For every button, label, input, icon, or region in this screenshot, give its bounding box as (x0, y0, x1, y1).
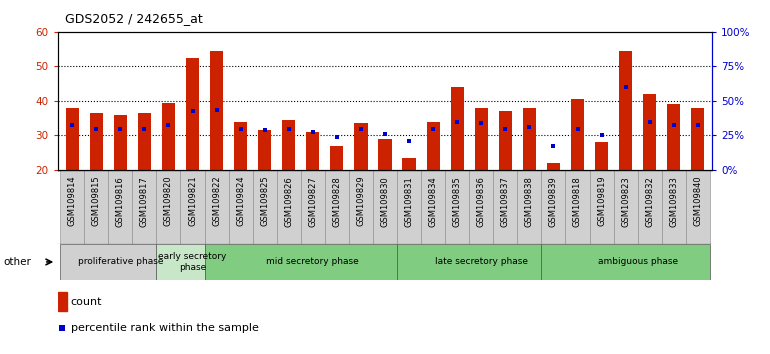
Bar (541, 170, 565, 244)
Bar (523, 108, 536, 170)
Text: GSM109838: GSM109838 (525, 176, 534, 227)
Text: GSM109816: GSM109816 (116, 176, 125, 227)
Bar (686, 170, 710, 244)
Text: GSM109819: GSM109819 (597, 176, 606, 227)
Text: GSM109835: GSM109835 (453, 176, 462, 227)
Text: GSM109834: GSM109834 (429, 176, 437, 227)
Text: mid secretory phase: mid secretory phase (266, 257, 359, 267)
Text: GSM109818: GSM109818 (573, 176, 582, 227)
Bar (156, 244, 205, 280)
Bar (474, 108, 488, 170)
Bar (301, 170, 325, 244)
Bar (378, 139, 392, 170)
Text: GSM109824: GSM109824 (236, 176, 245, 227)
Text: GSM109839: GSM109839 (549, 176, 558, 227)
Bar (427, 122, 440, 170)
Text: count: count (71, 297, 102, 307)
Text: proliferative phase: proliferative phase (78, 257, 163, 267)
Bar (253, 170, 276, 244)
Bar (325, 170, 349, 244)
Bar (638, 170, 661, 244)
Bar (276, 170, 301, 244)
Bar (132, 170, 156, 244)
Bar (661, 170, 686, 244)
Bar (571, 99, 584, 170)
Bar (614, 170, 638, 244)
Text: GSM109829: GSM109829 (357, 176, 366, 227)
Text: GSM109828: GSM109828 (333, 176, 341, 227)
Bar (421, 170, 445, 244)
Text: GDS2052 / 242655_at: GDS2052 / 242655_at (65, 12, 203, 25)
Text: GSM109826: GSM109826 (284, 176, 293, 227)
Text: percentile rank within the sample: percentile rank within the sample (71, 323, 259, 333)
Bar (354, 123, 367, 170)
Bar (65, 108, 79, 170)
Bar (517, 170, 541, 244)
Text: late secretory phase: late secretory phase (435, 257, 527, 267)
Bar (282, 120, 296, 170)
Text: GSM109832: GSM109832 (645, 176, 654, 227)
Bar (234, 122, 247, 170)
Text: GSM109836: GSM109836 (477, 176, 486, 227)
Text: GSM109822: GSM109822 (212, 176, 221, 227)
Bar (114, 115, 127, 170)
Bar (205, 244, 397, 280)
Bar (180, 170, 205, 244)
Text: GSM109837: GSM109837 (500, 176, 510, 227)
Bar (619, 51, 632, 170)
Bar (59, 292, 66, 311)
Text: GSM109820: GSM109820 (164, 176, 173, 227)
Bar (229, 170, 253, 244)
Bar (397, 244, 541, 280)
Bar (186, 58, 199, 170)
Bar (109, 170, 132, 244)
Bar (499, 111, 512, 170)
Text: GSM109817: GSM109817 (140, 176, 149, 227)
Text: early secretory
phase: early secretory phase (159, 252, 226, 272)
Text: GSM109833: GSM109833 (669, 176, 678, 227)
Bar (469, 170, 494, 244)
Bar (258, 130, 271, 170)
Bar (373, 170, 397, 244)
Bar (156, 170, 180, 244)
Bar (205, 170, 229, 244)
Text: ambiguous phase: ambiguous phase (598, 257, 678, 267)
Bar (565, 170, 590, 244)
Bar (403, 158, 416, 170)
Text: GSM109840: GSM109840 (693, 176, 702, 227)
Text: GSM109823: GSM109823 (621, 176, 630, 227)
Bar (60, 244, 156, 280)
Text: GSM109825: GSM109825 (260, 176, 269, 227)
Bar (494, 170, 517, 244)
Bar (445, 170, 469, 244)
Text: other: other (4, 257, 32, 267)
Text: GSM109814: GSM109814 (68, 176, 77, 227)
Text: GSM109827: GSM109827 (308, 176, 317, 227)
Bar (349, 170, 373, 244)
Bar (667, 104, 681, 170)
Bar (84, 170, 109, 244)
Bar (397, 170, 421, 244)
Bar (590, 170, 614, 244)
Bar (541, 244, 710, 280)
Bar (547, 163, 560, 170)
Text: GSM109821: GSM109821 (188, 176, 197, 227)
Bar (306, 132, 320, 170)
Text: GSM109830: GSM109830 (380, 176, 390, 227)
Bar (138, 113, 151, 170)
Bar (691, 108, 705, 170)
Bar (330, 146, 343, 170)
Text: GSM109831: GSM109831 (404, 176, 413, 227)
Bar (643, 94, 656, 170)
Bar (595, 142, 608, 170)
Bar (450, 87, 464, 170)
Text: GSM109815: GSM109815 (92, 176, 101, 227)
Bar (60, 170, 84, 244)
Bar (210, 51, 223, 170)
Bar (89, 113, 103, 170)
Bar (162, 103, 175, 170)
